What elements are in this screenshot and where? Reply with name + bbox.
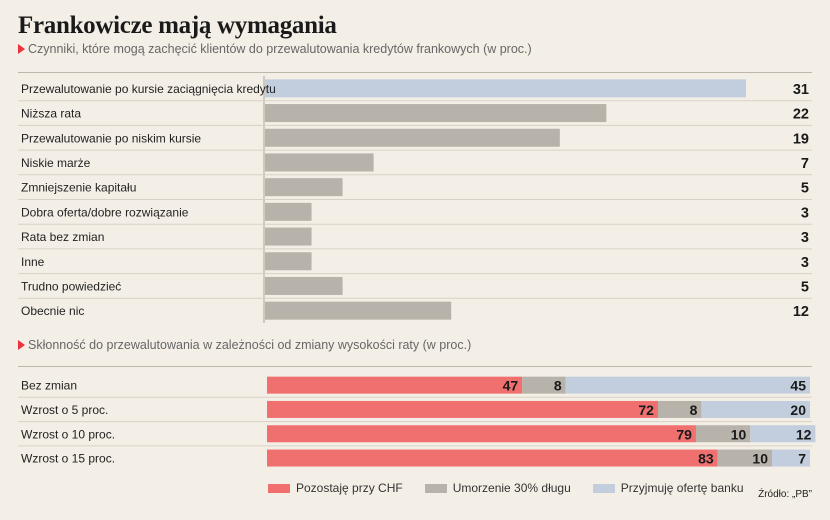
chart1-subtitle: Czynniki, które mogą zachęcić klientów d…	[18, 42, 532, 56]
stacked-bar-segment	[522, 376, 566, 394]
stacked-bar-segment	[267, 376, 523, 394]
divider	[18, 366, 812, 367]
data-label: 47	[503, 378, 519, 394]
data-label: 3	[801, 205, 809, 221]
data-label: 79	[676, 426, 692, 442]
bar	[265, 252, 312, 271]
category-label: Inne	[21, 255, 45, 269]
stacked-bar-segment	[267, 400, 658, 418]
data-label: 12	[793, 304, 809, 320]
legend: Pozostaję przy CHF Umorzenie 30% długu P…	[268, 481, 766, 495]
category-label: Wzrost o 10 proc.	[21, 427, 115, 441]
bar	[265, 153, 374, 172]
data-label: 45	[790, 378, 806, 394]
bar	[265, 178, 343, 197]
data-label: 31	[793, 82, 809, 98]
stacked-bar-segment	[701, 400, 810, 418]
category-label: Trudno powiedzieć	[21, 279, 121, 293]
data-label: 5	[801, 181, 809, 197]
legend-label: Przyjmuję ofertę banku	[620, 481, 744, 495]
category-label: Przewalutowanie po niskim kursie	[21, 131, 201, 145]
chart2-subtitle-text: Skłonność do przewalutowania w zależnośc…	[28, 338, 472, 352]
stacked-bar-segment	[717, 449, 772, 467]
data-label: 19	[793, 131, 809, 147]
data-label: 20	[790, 402, 806, 418]
stacked-bar-segment	[565, 376, 810, 394]
category-label: Obecnie nic	[21, 304, 84, 318]
legend-label: Umorzenie 30% długu	[452, 481, 571, 495]
category-label: Przewalutowanie po kursie zaciągnięcia k…	[21, 82, 276, 96]
category-label: Niskie marże	[21, 156, 91, 170]
category-label: Wzrost o 15 proc.	[21, 452, 115, 466]
red-triangle-icon	[18, 44, 25, 54]
category-label: Zmniejszenie kapitału	[21, 181, 136, 195]
stacked-bar-segment	[657, 400, 702, 418]
data-label: 5	[801, 279, 809, 295]
data-label: 83	[698, 451, 714, 467]
legend-item: Umorzenie 30% długu	[424, 481, 571, 495]
bar	[265, 128, 560, 147]
red-triangle-icon	[18, 340, 25, 350]
legend-item: Pozostaję przy CHF	[268, 481, 403, 495]
bar	[265, 202, 312, 221]
data-label: 10	[752, 451, 768, 467]
stacked-bar-segment	[267, 425, 696, 443]
category-label: Bez zmian	[21, 379, 77, 393]
stacked-bar-segment	[771, 449, 810, 467]
chart1-subtitle-text: Czynniki, które mogą zachęcić klientów d…	[28, 42, 532, 56]
bar	[265, 104, 607, 123]
bar	[265, 227, 312, 246]
bar	[265, 301, 452, 320]
data-label: 22	[793, 107, 809, 123]
legend-swatch	[424, 483, 447, 493]
legend-item: Przyjmuję ofertę banku	[592, 481, 744, 495]
stacked-bar-segment	[695, 425, 751, 443]
data-label: 3	[801, 255, 809, 271]
divider	[18, 72, 812, 73]
legend-swatch	[592, 483, 615, 493]
data-label: 8	[554, 378, 562, 394]
data-label: 10	[731, 426, 747, 442]
chart-title: Frankowicze mają wymagania	[18, 12, 337, 39]
category-label: Rata bez zmian	[21, 230, 104, 244]
bar	[265, 276, 343, 295]
bar	[265, 79, 746, 98]
legend-swatch	[268, 483, 290, 493]
data-label: 7	[801, 156, 809, 172]
data-label: 3	[801, 230, 809, 246]
category-label: Wzrost o 5 proc.	[21, 403, 108, 417]
data-label: 8	[690, 402, 698, 418]
source-note: Źródło: „PB”	[758, 489, 812, 500]
stacked-bar-segment	[750, 425, 816, 443]
data-label: 7	[798, 451, 806, 467]
legend-label: Pozostaję przy CHF	[296, 481, 403, 495]
data-label: 12	[796, 426, 812, 442]
category-label: Dobra oferta/dobre rozwiązanie	[21, 205, 189, 219]
data-label: 72	[638, 402, 654, 418]
category-label: Niższa rata	[21, 107, 81, 121]
stacked-bar-segment	[267, 449, 718, 467]
chart2-subtitle: Skłonność do przewalutowania w zależnośc…	[18, 338, 471, 352]
